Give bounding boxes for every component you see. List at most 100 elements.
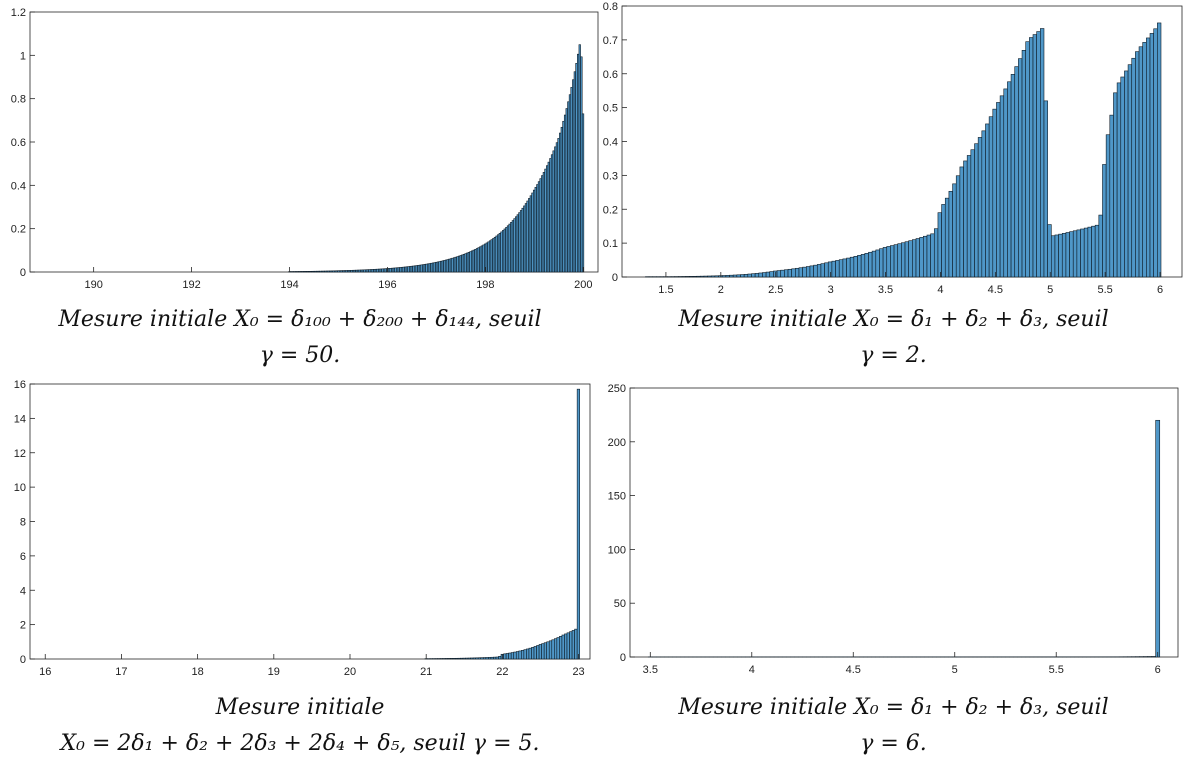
histogram-bar [824, 262, 829, 278]
chart-1-caption-line1: Mesure initiale X₀ = δ₁₀₀ + δ₂₀₀ + δ₁₄₄,… [58, 307, 542, 332]
histogram-bar [875, 249, 880, 278]
histogram-bar [806, 266, 811, 278]
y-tick-label: 0.6 [11, 137, 26, 149]
histogram-bar [508, 652, 512, 660]
histogram-bar [457, 657, 461, 660]
x-tick-label: 4.5 [846, 664, 861, 676]
histogram-bar [442, 658, 446, 660]
histogram-bar [1014, 66, 1019, 278]
histogram-bar [941, 204, 946, 278]
histogram-bar [1083, 227, 1089, 278]
histogram-bar [952, 183, 957, 278]
histogram-bar [970, 149, 975, 278]
histogram-bar [963, 160, 968, 278]
y-tick-label: 0.2 [11, 224, 26, 236]
x-tick-label: 19 [268, 666, 280, 678]
histogram-bar [809, 265, 814, 278]
histogram-bar [1135, 51, 1140, 278]
histogram-bar [937, 212, 942, 278]
y-tick-label: 0.4 [11, 180, 26, 192]
y-tick-label: 0 [612, 272, 618, 284]
histogram-bar [853, 256, 858, 278]
histogram-bar [846, 257, 851, 278]
histogram-bar [754, 273, 760, 278]
histogram-bar [904, 241, 909, 278]
histogram-bar [490, 656, 494, 660]
histogram-bar [538, 644, 542, 660]
chart-2-caption-line1: Mesure initiale X₀ = δ₁ + δ₂ + δ₃, seuil [678, 307, 1109, 332]
histogram-bar [528, 647, 532, 660]
histogram-bar [897, 243, 902, 278]
histogram-bar [966, 155, 972, 278]
x-tick-label: 23 [572, 666, 584, 678]
plot-frame [29, 383, 591, 660]
y-tick-label: 0 [620, 652, 626, 664]
histogram-bar [554, 638, 558, 660]
histogram-bar [879, 248, 884, 278]
histogram-bar [462, 657, 466, 660]
y-tick-label: 0 [20, 267, 26, 279]
histogram-bar [827, 261, 833, 278]
histogram-bar [689, 276, 694, 278]
x-tick-label: 194 [280, 279, 298, 291]
histogram-bar [513, 651, 517, 660]
x-tick-label: 5.5 [1097, 284, 1112, 296]
y-tick-label: 100 [608, 544, 626, 556]
histogram-bar [923, 235, 928, 278]
x-tick-label: 3.5 [878, 284, 893, 296]
histogram-bar [488, 657, 492, 660]
histogram-bar [1010, 74, 1016, 278]
histogram-bar [571, 630, 575, 660]
histogram-bar [714, 275, 719, 278]
histogram-bar [556, 637, 560, 660]
histogram-bar [526, 648, 530, 660]
histogram-bar [732, 274, 738, 278]
y-tick-label: 0.4 [603, 137, 618, 149]
y-tick-label: 0.8 [603, 1, 618, 13]
histogram-bar [802, 266, 807, 278]
histogram-bar [465, 657, 469, 660]
x-tick-label: 4 [937, 284, 943, 296]
histogram-bar [1138, 46, 1144, 278]
histogram-bar [743, 274, 749, 278]
x-tick-label: 16 [39, 666, 51, 678]
histogram-bar [1124, 70, 1129, 278]
histogram-bar [871, 250, 877, 278]
histogram-bar [699, 275, 705, 278]
histogram-bar [505, 653, 509, 660]
x-tick-label: 2 [718, 284, 724, 296]
chart-4-caption: Mesure initiale X₀ = δ₁ + δ₂ + δ₃, seuil… [600, 690, 1187, 762]
histogram-bar [1025, 41, 1030, 278]
histogram-bar [581, 113, 585, 273]
chart-2-svg: 1.5 2 2.5 3 3.5 4 4.5 5 5.5 6 0 0.1 0.2 0.3 0.4 0.5 0.6 0… [603, 1, 1183, 296]
histogram-bar [495, 656, 499, 660]
histogram-bar [996, 102, 1001, 278]
histogram-bar [692, 275, 697, 278]
histogram-bar [915, 238, 920, 278]
histogram-bar [831, 260, 836, 278]
chart-panel-2: 1.5 2 2.5 3 3.5 4 4.5 5 5.5 6 0 0.1 0.2 0.3 0.4 0.5 0.6 0… [600, 0, 1187, 296]
histogram-bar [498, 656, 502, 660]
x-tick-label: 198 [476, 279, 494, 291]
chart-4-svg: 3.5 4 4.5 5 5.5 6 0 50 100 150 200 250 [608, 383, 1179, 676]
chart-1-svg: 190 192 194 196 198 200 0 0.2 0.4 0.6 0.8 1 1.2 [11, 7, 599, 291]
histogram-bar [1069, 231, 1074, 278]
histogram-bar [1050, 235, 1056, 278]
histogram-bar [1058, 233, 1063, 278]
x-tick-label: 200 [574, 279, 592, 291]
histogram-bar [1127, 64, 1133, 278]
histogram-bar [1080, 228, 1085, 278]
chart-2-caption: Mesure initiale X₀ = δ₁ + δ₂ + δ₃, seuil… [600, 302, 1187, 374]
histogram-bar [1087, 226, 1092, 278]
histogram-bar [515, 651, 520, 660]
plot-frame [629, 387, 1179, 658]
histogram-bar [533, 646, 537, 660]
histogram-bar [974, 143, 979, 278]
y-tick-label: 6 [20, 551, 26, 563]
histogram-bar [758, 272, 763, 278]
histogram-bar [882, 247, 888, 278]
x-tick-label: 4 [749, 664, 755, 676]
histogram-bar [541, 643, 545, 660]
y-tick-label: 0.1 [603, 238, 618, 250]
y-tick-label: 0.6 [603, 69, 618, 81]
